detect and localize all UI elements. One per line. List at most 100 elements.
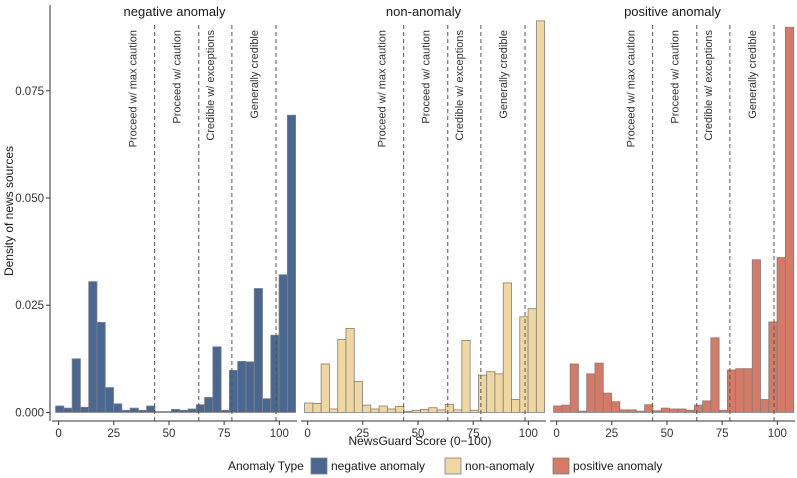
- x-tick-label: 50: [412, 428, 425, 440]
- y-tick-label: 0.075: [15, 86, 44, 98]
- histogram-bar: [553, 405, 563, 413]
- histogram-bar: [635, 410, 646, 413]
- histogram-bar: [760, 399, 770, 413]
- legend-swatch: [310, 457, 328, 475]
- histogram-bar: [776, 257, 786, 413]
- x-tick-label: 75: [716, 428, 729, 440]
- threshold-label: Credible w/ exceptions: [205, 30, 217, 141]
- histogram-bar: [569, 363, 579, 413]
- histogram-bar: [88, 281, 98, 413]
- facet-panels: negative anomaly Proceed w/ max caution Pr…: [52, 4, 795, 440]
- histogram-bar: [469, 409, 479, 413]
- histogram-bar: [63, 407, 73, 413]
- histogram-bar: [453, 409, 463, 413]
- x-tick-label: 25: [107, 428, 120, 440]
- histogram-bar: [395, 406, 405, 413]
- histogram-bar: [80, 406, 90, 413]
- histogram-bar: [104, 387, 114, 413]
- histogram-bar: [478, 374, 488, 413]
- x-tick-label: 100: [270, 428, 289, 440]
- histogram-bar: [586, 373, 596, 413]
- histogram-bar: [154, 411, 164, 413]
- y-tick-label: 0.050: [15, 193, 44, 205]
- histogram-bar: [220, 409, 230, 413]
- facet-panel-positive-anomaly: positive anomaly Proceed w/ max caution Pr…: [550, 4, 795, 440]
- histogram-bar: [96, 321, 106, 413]
- histogram-bar: [195, 404, 205, 413]
- histogram-bar: [129, 407, 139, 413]
- x-tick-label: 25: [356, 428, 369, 440]
- legend-title: Anomaly Type: [228, 459, 304, 473]
- histogram-bar: [179, 409, 189, 413]
- histogram-bar: [137, 409, 148, 413]
- histogram-bar: [370, 408, 380, 413]
- x-tick-label: 0: [553, 428, 559, 440]
- x-tick-label: 100: [519, 428, 538, 440]
- threshold-label: Generally credible: [249, 30, 261, 119]
- histogram-bar: [494, 373, 504, 413]
- histogram-bar: [735, 368, 745, 413]
- legend: Anomaly Type negative anomaly non-anomaly…: [228, 457, 662, 475]
- histogram-bar: [710, 337, 720, 413]
- legend-label: negative anomaly: [331, 459, 425, 473]
- x-tick-label: 100: [768, 428, 787, 440]
- histogram-bar: [561, 404, 571, 413]
- x-tick-label: 75: [218, 428, 231, 440]
- histogram-bar: [420, 409, 430, 413]
- histogram-bar: [270, 334, 280, 413]
- histogram-bar: [502, 282, 512, 413]
- histogram-bar: [386, 408, 397, 413]
- histogram-bar: [362, 404, 372, 413]
- histogram-bar: [611, 401, 621, 413]
- histogram-bar: [619, 409, 629, 413]
- threshold-label: Proceed w/ max caution: [377, 30, 389, 147]
- y-axis: 0.000 0.025 0.050 0.075: [15, 5, 51, 421]
- y-tick-label: 0.000: [15, 407, 44, 419]
- histogram-bar: [204, 397, 214, 413]
- histogram-bar: [171, 409, 181, 413]
- histogram-bar: [162, 411, 172, 413]
- x-tick-label: 50: [661, 428, 674, 440]
- histogram-bar: [312, 403, 322, 413]
- histogram-bar: [304, 402, 314, 413]
- threshold-label: Proceed w/ caution: [172, 30, 184, 124]
- histogram-bar: [428, 407, 438, 413]
- y-tick-label: 0.025: [15, 300, 44, 312]
- histogram-bar: [594, 362, 604, 413]
- panel-title: non-anomaly: [386, 4, 462, 19]
- histogram-bar: [121, 409, 131, 413]
- histogram-bar: [677, 408, 687, 413]
- histogram-bar: [378, 405, 388, 413]
- threshold-label: Proceed w/ caution: [670, 30, 682, 124]
- histogram-bar: [411, 409, 421, 413]
- histogram-bar: [535, 20, 546, 413]
- x-axis-title: NewsGuard Score (0−100): [348, 434, 491, 448]
- legend-label: non-anomaly: [465, 459, 534, 473]
- threshold-label: Proceed w/ max caution: [128, 30, 140, 147]
- legend-swatch: [444, 457, 462, 475]
- histogram-bar: [262, 398, 272, 413]
- histogram-bar: [337, 339, 347, 413]
- histogram-bar: [627, 409, 637, 413]
- histogram-bar: [660, 407, 670, 413]
- histogram-bar: [345, 327, 355, 413]
- y-axis-title: Density of news sources: [2, 146, 16, 276]
- histogram-bar: [644, 404, 654, 413]
- facet-panel-non-anomaly: non-anomaly Proceed w/ max caution Proceed…: [301, 4, 546, 440]
- histogram-bar: [245, 361, 255, 413]
- histogram-bar: [436, 409, 446, 413]
- panel-title: positive anomaly: [624, 4, 721, 19]
- threshold-label: Proceed w/ caution: [421, 30, 433, 124]
- threshold-label: Generally credible: [498, 30, 510, 119]
- threshold-label: Proceed w/ max caution: [626, 30, 638, 147]
- histogram-bar: [578, 410, 588, 413]
- histogram-bar: [685, 409, 695, 413]
- histogram-bar: [519, 316, 529, 413]
- threshold-label: Generally credible: [747, 30, 759, 119]
- x-tick-label: 50: [163, 428, 176, 440]
- histogram-bar: [486, 371, 496, 413]
- histogram-bar: [751, 259, 761, 413]
- legend-swatch: [552, 457, 570, 475]
- histogram-bar: [669, 408, 679, 413]
